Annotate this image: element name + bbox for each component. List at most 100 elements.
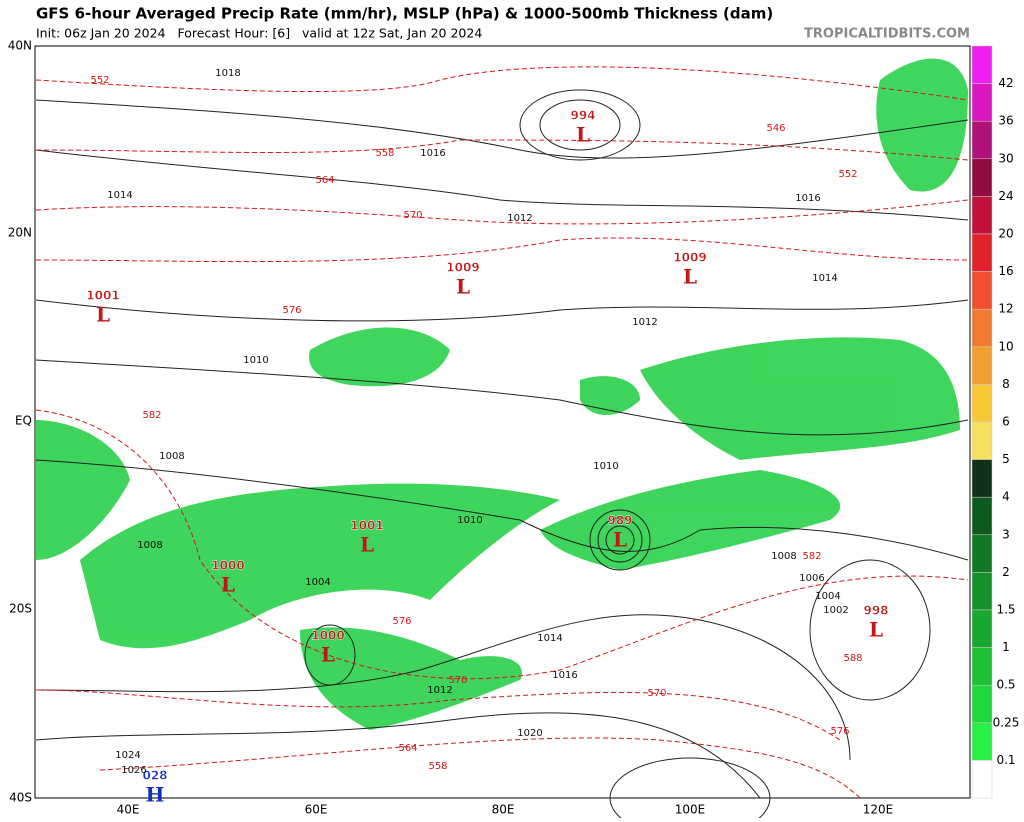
colorbar-swatch [971,722,993,761]
colorbar-swatch [971,496,993,536]
colorbar-label: 3 [1002,527,1010,541]
thickness-label: 582 [802,551,821,562]
colorbar-swatch [971,83,993,122]
colorbar-label: 16 [998,264,1013,278]
isobar-label: 1008 [137,540,162,551]
colorbar-swatch [971,421,993,460]
colorbar-label: 20 [998,227,1013,241]
thickness-label: 570 [403,210,422,221]
precip [36,58,968,730]
colorbar-label: 36 [998,114,1013,128]
isobar-label: 1012 [632,317,657,328]
center-type: L [683,265,697,289]
thickness-label: 570 [647,688,666,699]
center-type: H [146,783,165,807]
thickness-label: 564 [315,175,334,186]
center-value: 989 [607,514,632,528]
isobar-label: 1004 [305,577,330,588]
thickness-label: 564 [398,743,417,754]
isobar-label: 1010 [457,515,482,526]
thickness-label: 576 [392,616,411,627]
colorbar-label: 6 [1002,415,1010,429]
isobar-label: 1004 [815,591,840,602]
colorbar-label: 0.5 [996,678,1015,692]
lon-label: 100E [675,803,706,817]
lat-label: 40S [9,791,32,805]
thickness-label: 552 [838,169,857,180]
colorbar-swatch [971,346,993,385]
center-type: L [221,573,235,597]
center-value: 1009 [446,261,479,275]
colorbar-label: 0.25 [993,715,1020,729]
source: TROPICALTIDBITS.COM [804,27,970,42]
isobar-label: 1014 [107,190,132,201]
center-type: L [869,618,883,642]
colorbar-swatch [971,384,993,423]
thickness-lines [35,66,969,799]
isobar-label: 1002 [823,605,848,616]
isobars [35,89,969,822]
lat-label: 20S [9,602,32,616]
colorbar-label: 0.1 [996,753,1015,767]
isobar-label: 1008 [159,451,184,462]
thickness-label: 588 [843,653,862,664]
isobar-label: 1008 [771,551,796,562]
isobar-label: 1016 [552,670,577,681]
thickness-label: 582 [142,410,161,421]
isobar-label: 1010 [593,461,618,472]
colorbar-label: 24 [998,189,1013,203]
colorbar-label: 5 [1002,452,1010,466]
thickness-label: 552 [90,75,109,86]
lon-label: 80E [492,803,515,817]
colorbar-label: 12 [998,302,1013,316]
isobar-label: 1018 [215,68,240,79]
center-value: 028 [142,769,167,783]
colorbar-label: 8 [1002,377,1010,391]
isobar-label: 1006 [799,573,824,584]
colorbar-label: 1.5 [996,603,1015,617]
colorbar-swatch [971,120,993,160]
isobar-label: 1014 [812,273,837,284]
colorbar-label: 30 [998,151,1013,165]
isobar-label: 1012 [427,685,452,696]
center-value: 1001 [350,519,383,533]
colorbar-label: 42 [998,76,1013,90]
center-type: L [360,533,374,557]
center-value: 1000 [311,629,344,643]
isobar-label: 1016 [795,193,820,204]
center-value: 1000 [211,559,244,573]
isobar-label: 1026 [121,765,146,776]
center-type: L [613,528,627,552]
colorbar-label: 4 [1002,490,1010,504]
colorbar-swatch [971,534,993,573]
colorbar-swatch [971,609,993,648]
colorbar-swatch [971,647,993,686]
colorbar-swatch [971,196,993,235]
colorbar-swatch [971,760,993,799]
colorbar-swatch [971,271,993,310]
center-type: L [321,643,335,667]
subtitle: Init: 06z Jan 20 2024 Forecast Hour: [6]… [36,26,482,41]
colorbar-label: 1 [1002,640,1010,654]
lat-label: EQ [15,414,32,428]
thickness-label: 558 [375,148,394,159]
colorbar-label: 10 [998,339,1013,353]
center-type: L [96,303,110,327]
thickness-label: 570 [448,675,467,686]
thickness-label: 576 [282,305,301,316]
isobar-label: 1012 [507,213,532,224]
center-type: L [576,123,590,147]
colorbar-swatch [971,459,993,498]
isobar-label: 1010 [243,355,268,366]
isobar-label: 1016 [420,148,445,159]
center-type: L [456,275,470,299]
thickness-label: 546 [766,123,785,134]
center-value: 998 [863,604,888,618]
center-value: 994 [570,109,595,123]
isobar-label: 1020 [517,728,542,739]
isobar-label: 1024 [115,750,140,761]
colorbar-swatch [971,572,993,611]
lon-label: 120E [863,803,894,817]
thickness-label: 576 [830,726,849,737]
colorbar-swatch [971,308,993,348]
